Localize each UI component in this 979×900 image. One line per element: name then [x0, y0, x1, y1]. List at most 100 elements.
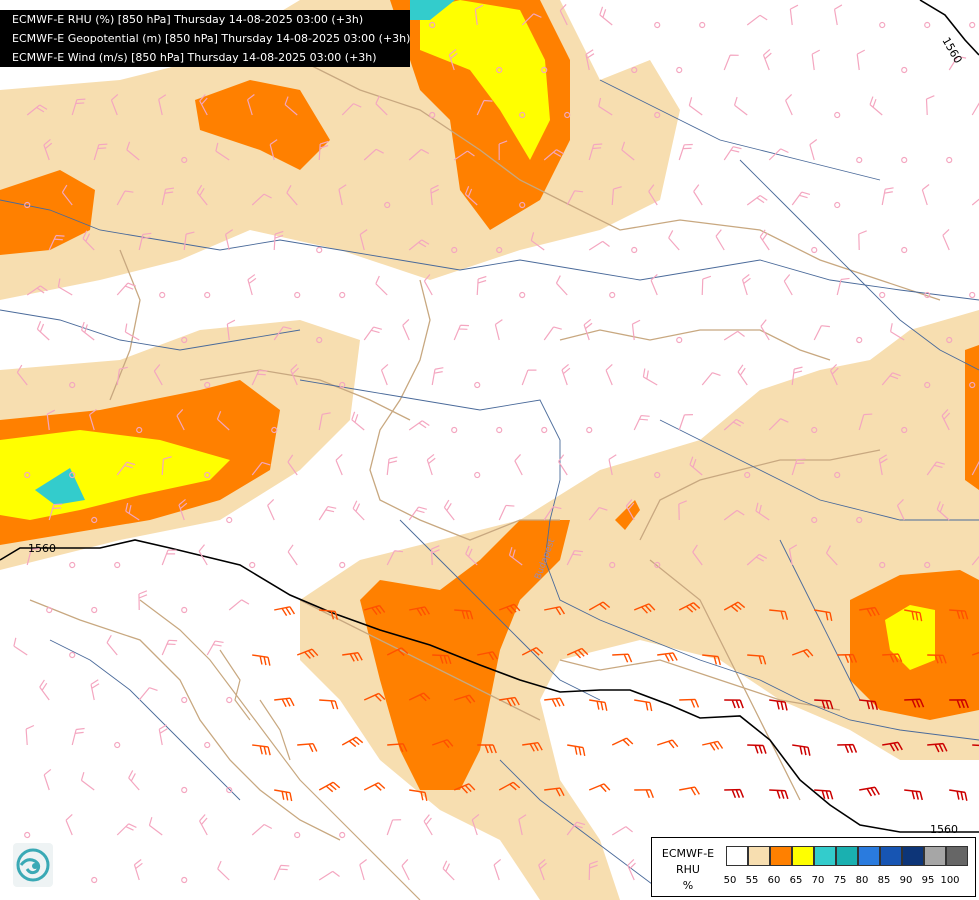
- wind-barb-icon: [82, 230, 95, 251]
- wind-barb-icon: [811, 246, 818, 254]
- wind-barb-icon: [723, 418, 745, 431]
- wind-barb-icon: [474, 381, 481, 389]
- wind-barb-icon: [785, 93, 793, 116]
- geopotential-contour-1560: [0, 0, 979, 833]
- wind-barb-icon: [375, 95, 388, 116]
- wind-barb-icon: [699, 21, 706, 29]
- wind-barb-icon: [541, 426, 548, 434]
- wind-barb-icon: [621, 141, 635, 161]
- wind-barb-icon: [759, 229, 770, 251]
- wind-barb-icon: [273, 326, 292, 341]
- wind-barb-icon: [43, 768, 52, 791]
- wind-barb-icon: [429, 21, 436, 29]
- wind-barb-icon: [465, 545, 478, 566]
- wind-barb-icon: [896, 498, 905, 521]
- wind-barb-icon: [493, 858, 502, 881]
- wind-barb-icon: [161, 456, 172, 476]
- wind-barb-icon: [496, 246, 503, 254]
- wind-barb-icon: [80, 771, 95, 791]
- wind-barb-icon: [586, 426, 593, 434]
- wind-barb-icon: [176, 409, 185, 431]
- wind-barb-icon: [723, 509, 745, 521]
- wind-barb-icon: [901, 246, 908, 254]
- wind-barb-icon: [199, 814, 208, 836]
- legend-swatch: [792, 846, 814, 866]
- wind-barb-icon: [386, 647, 409, 656]
- wind-barb-icon: [559, 3, 568, 26]
- wind-barb-icon: [271, 426, 278, 434]
- wind-barb-icon: [57, 278, 73, 296]
- wind-barb-icon: [948, 55, 967, 71]
- wind-barb-icon: [269, 139, 278, 161]
- wind-barb-icon: [755, 502, 770, 521]
- wind-barb-icon: [522, 742, 543, 752]
- wind-barb-icon: [668, 230, 680, 251]
- wind-barb-icon: [881, 187, 894, 206]
- wind-barb-icon: [825, 545, 838, 566]
- wind-barb-icon: [274, 606, 296, 616]
- wind-barb-icon: [204, 471, 211, 479]
- wind-barb-icon: [654, 561, 661, 569]
- wind-barb-icon: [408, 148, 430, 161]
- wind-barb-icon: [648, 184, 658, 206]
- wind-barb-icon: [318, 412, 331, 431]
- wind-barb-icon: [204, 291, 211, 299]
- wind-barb-icon: [589, 699, 608, 711]
- wind-barb-icon: [153, 364, 163, 386]
- legend-swatch: [836, 846, 858, 866]
- wind-barb-icon: [338, 184, 347, 206]
- wind-barb-icon: [386, 456, 398, 476]
- wind-barb-icon: [544, 606, 566, 616]
- wind-barb-icon: [464, 186, 478, 206]
- wind-barb-icon: [217, 860, 230, 881]
- wind-barb-icon: [633, 414, 650, 431]
- wind-barb-icon: [318, 505, 337, 521]
- legend-swatch: [858, 846, 880, 866]
- wind-barb-icon: [936, 501, 950, 521]
- wind-barb-icon: [423, 274, 433, 296]
- wind-barb-icon: [476, 99, 493, 116]
- wind-barb-icon: [859, 786, 880, 797]
- wind-barb-icon: [927, 654, 947, 664]
- wind-barb-icon: [904, 789, 923, 801]
- wind-barb-icon: [946, 156, 953, 164]
- wind-barb-icon: [90, 679, 100, 701]
- wind-barb-icon: [508, 546, 523, 566]
- wind-barb-icon: [588, 143, 603, 161]
- wind-barb-icon: [386, 819, 402, 836]
- wind-barb-icon: [856, 336, 863, 344]
- wind-barb-icon: [206, 640, 224, 656]
- wind-barb-icon: [676, 66, 683, 74]
- wind-barb-icon: [196, 184, 208, 206]
- wind-barb-icon: [274, 789, 293, 802]
- wind-barb-icon: [106, 634, 118, 656]
- wind-barb-icon: [654, 471, 661, 479]
- wind-barb-icon: [124, 323, 140, 341]
- rhu-legend: ECMWF-E RHU % 50 55 60 65 70 75 80 85 90 95 100: [651, 837, 976, 897]
- wind-barb-icon: [273, 864, 290, 881]
- wind-barb-icon: [453, 324, 470, 341]
- wind-barb-icon: [423, 814, 433, 836]
- wind-barb-icon: [158, 94, 167, 116]
- wind-barb-icon: [588, 783, 611, 793]
- wind-barb-icon: [702, 654, 721, 666]
- wind-barb-icon: [678, 143, 693, 161]
- title-line-wind: ECMWF-E Wind (m/s) [850 hPa] Thursday 14…: [12, 51, 377, 64]
- wind-barb-icon: [654, 111, 661, 119]
- wind-barb-icon: [814, 609, 833, 622]
- wind-barb-icon: [476, 275, 487, 296]
- wind-barb-icon: [61, 184, 73, 206]
- wind-barb-icon: [81, 321, 95, 341]
- wind-barb-icon: [791, 366, 803, 386]
- wind-barb-icon: [926, 461, 945, 476]
- wind-barb-icon: [71, 727, 85, 746]
- wind-barb-icon: [969, 21, 976, 29]
- title-line-geopotential: ECMWF-E Geopotential (m) [850 hPa] Thurs…: [12, 32, 411, 45]
- wind-barb-icon: [879, 561, 886, 569]
- wind-barb-icon: [429, 111, 436, 119]
- wind-barb-icon: [701, 275, 712, 296]
- wind-barb-icon: [881, 372, 901, 386]
- wind-barb-icon: [856, 49, 866, 71]
- wind-barb-icon: [609, 291, 616, 299]
- wind-barb-icon: [901, 156, 908, 164]
